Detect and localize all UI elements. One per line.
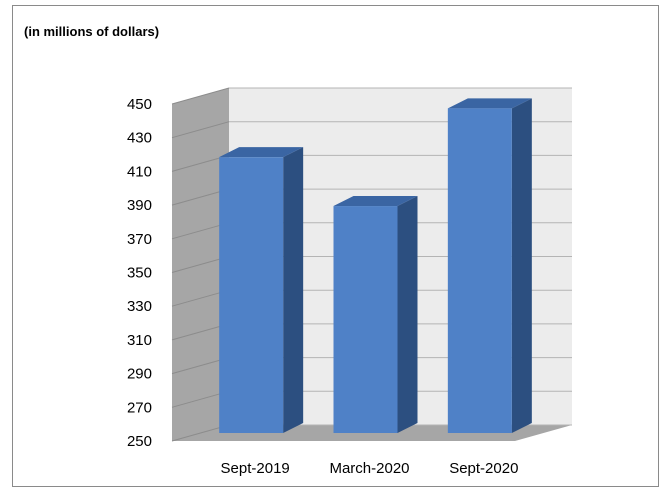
y-tick-label: 450	[127, 96, 152, 113]
y-tick-label: 250	[127, 433, 152, 450]
bar-front	[219, 157, 284, 433]
bar-side	[283, 147, 304, 433]
bar-side	[397, 196, 418, 433]
y-tick-label: 330	[127, 298, 152, 315]
y-tick-label: 410	[127, 163, 152, 180]
bar-top	[447, 98, 532, 109]
y-tick-label: 310	[127, 332, 152, 349]
bar-front	[447, 108, 512, 433]
bar-side	[511, 98, 532, 433]
y-tick-label: 270	[127, 399, 152, 416]
bar-top	[333, 196, 418, 207]
bar-sept-2020	[447, 98, 532, 433]
x-category-label: Sept-2020	[449, 460, 518, 477]
y-tick-label: 370	[127, 231, 152, 248]
y-tick-label: 290	[127, 366, 152, 383]
x-category-label: March-2020	[329, 460, 409, 477]
bar-sept-2019	[219, 147, 304, 433]
gridline-side	[171, 87, 230, 105]
gridline-side	[171, 121, 230, 139]
y-tick-label: 430	[127, 130, 152, 147]
y-tick-label: 350	[127, 265, 152, 282]
y-tick-label: 390	[127, 197, 152, 214]
bar-march-2020	[333, 196, 418, 433]
bar-front	[333, 206, 398, 433]
chart-subtitle: (in millions of dollars)	[24, 24, 160, 39]
x-category-label: Sept-2019	[221, 460, 290, 477]
bar-top	[219, 147, 304, 158]
